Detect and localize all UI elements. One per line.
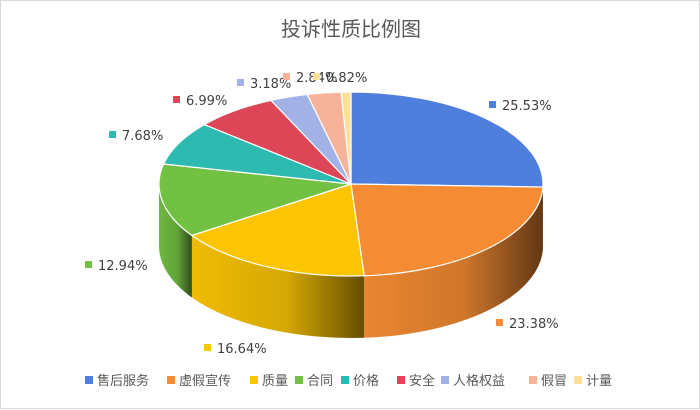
data-label-2: 23.38% (496, 317, 559, 332)
data-label-marker (496, 319, 503, 326)
legend-swatch (574, 376, 582, 384)
data-label-text: 23.38% (509, 317, 559, 332)
data-label-marker (283, 73, 290, 80)
legend-label: 售后服务 (97, 373, 149, 389)
data-label-text: 12.94% (98, 259, 148, 274)
legend-label: 计量 (586, 374, 612, 389)
data-label-text: 16.64% (217, 342, 267, 357)
data-label-marker (109, 131, 116, 138)
legend-item-9: 计量 (574, 374, 612, 389)
legend-item-2: 虚假宣传 (167, 373, 231, 389)
pie-top-group (159, 92, 543, 276)
data-label-text: 25.53% (502, 99, 552, 114)
legend-item-1: 售后服务 (85, 373, 149, 389)
data-label-3: 16.64% (204, 342, 267, 357)
legend-label: 质量 (262, 374, 288, 389)
legend-label: 人格权益 (453, 373, 505, 389)
data-label-marker (85, 261, 92, 268)
legend-swatch (250, 376, 258, 384)
data-label-marker (173, 96, 180, 103)
legend-swatch (167, 376, 175, 384)
legend-label: 虚假宣传 (179, 373, 231, 389)
legend-item-4: 合同 (295, 374, 333, 389)
legend-swatch (397, 376, 405, 384)
legend-label: 合同 (307, 374, 333, 389)
data-label-marker (237, 79, 244, 86)
data-label-marker (313, 73, 320, 80)
data-label-text: 0.82% (326, 71, 367, 86)
legend-swatch (341, 376, 349, 384)
data-label-marker (204, 344, 211, 351)
data-label-text: 7.68% (122, 129, 163, 144)
data-label-text: 6.99% (186, 94, 227, 109)
data-label-1: 25.53% (489, 99, 552, 114)
legend-item-7: 人格权益 (441, 373, 505, 389)
legend: 售后服务 虚假宣传 质量 合同 价格 安全 人格权益 假冒 计量 (85, 373, 612, 389)
legend-swatch (295, 376, 303, 384)
chart-title: 投诉性质比例图 (281, 17, 421, 41)
legend-label: 价格 (353, 373, 379, 389)
legend-item-8: 假冒 (529, 374, 567, 389)
data-label-5: 7.68% (109, 129, 163, 144)
legend-item-3: 质量 (250, 374, 288, 389)
data-label-marker (489, 101, 496, 108)
legend-item-6: 安全 (397, 373, 435, 389)
legend-swatch (529, 376, 537, 384)
legend-swatch (85, 376, 93, 384)
legend-swatch (441, 376, 449, 384)
legend-label: 安全 (409, 373, 435, 389)
data-label-4: 12.94% (85, 259, 148, 274)
legend-label: 假冒 (541, 374, 567, 389)
legend-item-5: 价格 (341, 373, 379, 389)
data-label-6: 6.99% (173, 94, 227, 109)
